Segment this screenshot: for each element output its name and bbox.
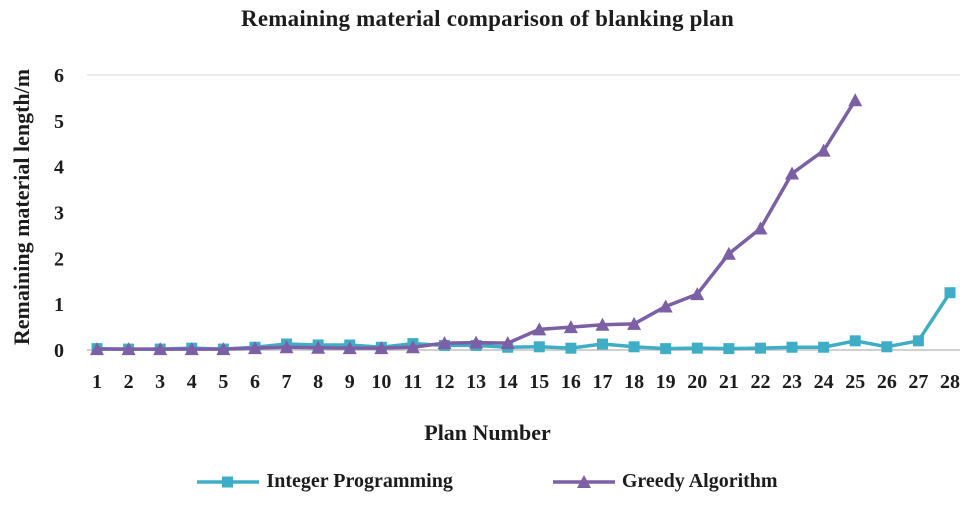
marker-triangle	[153, 342, 168, 356]
legend-marker-square-icon	[197, 476, 260, 487]
x-tick-label: 7	[282, 371, 292, 393]
marker-triangle	[532, 322, 547, 336]
chart-title: Remaining material comparison of blankin…	[241, 6, 734, 31]
legend-label: Integer Programming	[266, 470, 453, 492]
marker-square	[754, 342, 766, 354]
legend-item-integer-programming: Integer Programming	[197, 470, 453, 493]
y-tick-label: 3	[54, 203, 64, 225]
x-tick-label: 16	[561, 371, 581, 393]
marker-square	[691, 342, 703, 354]
x-tick-label: 6	[250, 371, 260, 393]
x-tick-label: 25	[845, 371, 865, 393]
x-tick-label: 19	[656, 371, 676, 393]
x-tick-label: 12	[435, 371, 455, 393]
x-tick-label: 26	[877, 371, 897, 393]
x-axis-label: Plan Number	[424, 420, 551, 445]
marker-triangle	[627, 316, 642, 330]
marker-square	[849, 335, 861, 347]
y-tick-label: 6	[54, 65, 64, 87]
legend-label: Greedy Algorithm	[621, 470, 778, 492]
legend-marker-triangle-icon	[552, 474, 615, 488]
marker-square	[818, 341, 830, 353]
x-tick-label: 1	[92, 371, 102, 393]
marker-square	[723, 343, 735, 355]
x-tick-label: 3	[155, 371, 165, 393]
series-line-integer-programming	[95, 290, 952, 351]
x-tick-label: 27	[908, 371, 928, 393]
marker-square	[944, 287, 956, 299]
marker-triangle	[658, 299, 673, 313]
marker-triangle	[721, 246, 736, 260]
marker-square	[786, 341, 798, 353]
x-tick-label: 20	[687, 371, 707, 393]
marker-triangle	[90, 342, 104, 356]
marker-square	[596, 338, 608, 350]
marker-triangle	[848, 93, 863, 107]
y-tick-label: 2	[54, 248, 64, 270]
marker-square	[533, 341, 545, 353]
marker-triangle	[690, 287, 705, 301]
legend: Integer Programming Greedy Algorithm	[0, 470, 975, 493]
marker-square	[565, 342, 577, 354]
x-tick-label: 2	[124, 371, 134, 393]
marker-square	[660, 343, 672, 355]
x-tick-label: 13	[466, 371, 486, 393]
marker-triangle	[374, 341, 389, 355]
marker-square	[628, 341, 640, 353]
x-tick-label: 15	[529, 371, 549, 393]
marker-square	[881, 341, 893, 353]
x-tick-label: 22	[750, 371, 770, 393]
x-tick-label: 18	[624, 371, 644, 393]
x-tick-label: 10	[371, 371, 391, 393]
y-tick-label: 1	[54, 294, 64, 316]
marker-triangle	[595, 317, 610, 331]
marker-triangle	[121, 342, 136, 356]
x-tick-label: 5	[218, 371, 228, 393]
y-tick-label: 0	[54, 340, 64, 362]
marker-square	[912, 335, 924, 347]
x-tick-label: 17	[592, 371, 612, 393]
marker-triangle	[184, 342, 199, 356]
y-tick-label: 5	[54, 111, 64, 133]
x-tick-label: 4	[187, 371, 197, 393]
x-tick-label: 8	[313, 371, 323, 393]
marker-triangle	[216, 342, 231, 356]
y-tick-label: 4	[54, 157, 64, 179]
x-tick-label: 28	[940, 371, 960, 393]
marker-triangle	[500, 336, 515, 350]
marker-triangle	[311, 340, 326, 354]
x-tick-label: 21	[719, 371, 739, 393]
marker-triangle	[753, 221, 768, 235]
x-tick-label: 24	[814, 371, 834, 393]
marker-triangle	[437, 336, 452, 350]
marker-triangle	[563, 320, 578, 334]
marker-triangle	[342, 341, 357, 355]
marker-triangle	[785, 166, 800, 180]
series-line-greedy-algorithm	[95, 98, 857, 351]
legend-item-greedy-algorithm: Greedy Algorithm	[552, 470, 778, 493]
marker-triangle	[816, 143, 831, 157]
marker-triangle	[469, 335, 484, 349]
marker-triangle	[247, 341, 262, 355]
x-tick-label: 14	[498, 371, 518, 393]
x-tick-label: 11	[403, 371, 422, 393]
x-tick-label: 9	[345, 371, 355, 393]
marker-triangle	[279, 340, 294, 354]
marker-triangle	[405, 340, 420, 354]
x-tick-label: 23	[782, 371, 802, 393]
